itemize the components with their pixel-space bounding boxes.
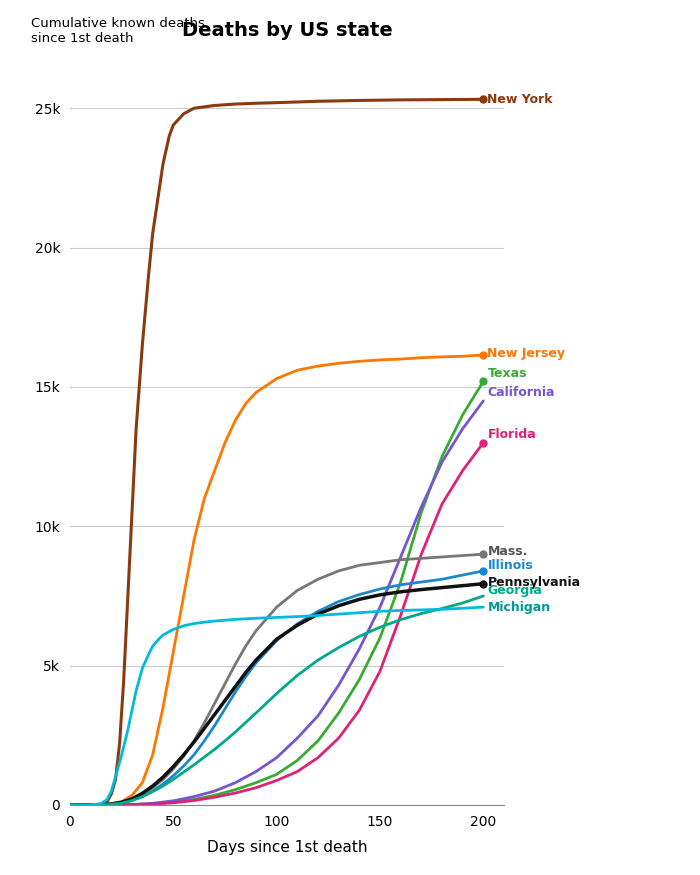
Text: Texas: Texas bbox=[487, 367, 527, 380]
Text: New Jersey: New Jersey bbox=[487, 347, 566, 360]
Text: Cumulative known deaths
since 1st death: Cumulative known deaths since 1st death bbox=[31, 17, 205, 45]
Text: Florida: Florida bbox=[487, 428, 536, 441]
Title: Deaths by US state: Deaths by US state bbox=[181, 21, 393, 40]
Text: Georgia: Georgia bbox=[487, 584, 542, 597]
Text: California: California bbox=[487, 386, 555, 399]
Text: Mass.: Mass. bbox=[487, 545, 528, 558]
Text: Illinois: Illinois bbox=[487, 559, 533, 572]
Text: Michigan: Michigan bbox=[487, 600, 551, 613]
Text: New York: New York bbox=[487, 94, 553, 107]
X-axis label: Days since 1st death: Days since 1st death bbox=[206, 840, 368, 855]
Text: Pennsylvania: Pennsylvania bbox=[487, 576, 580, 589]
